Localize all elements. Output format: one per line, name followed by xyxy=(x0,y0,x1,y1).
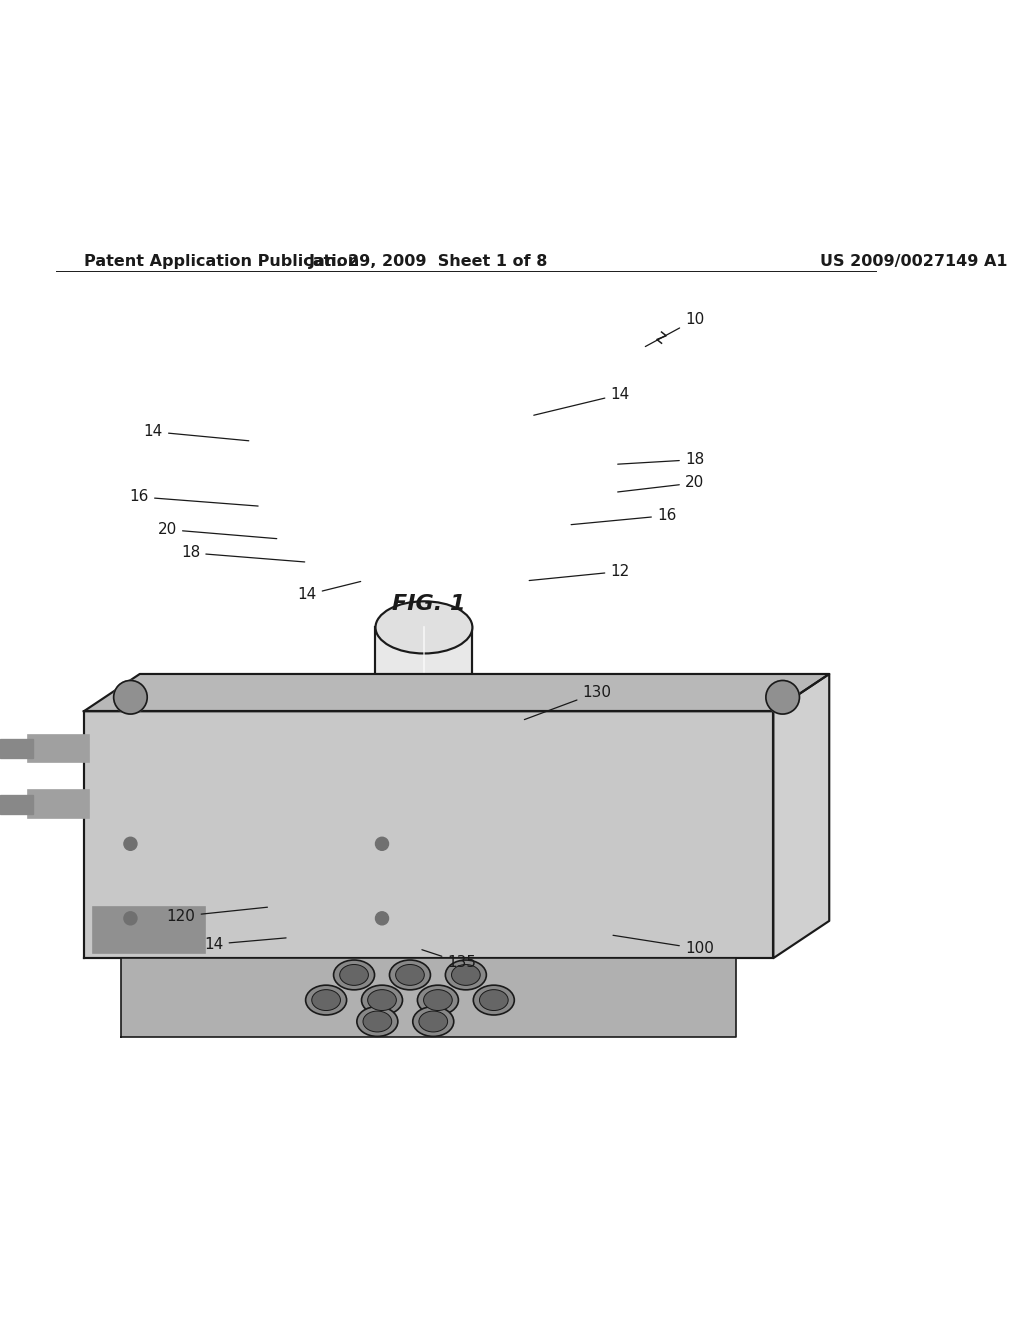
Ellipse shape xyxy=(479,990,508,1011)
Text: 10: 10 xyxy=(645,313,705,347)
Ellipse shape xyxy=(254,874,344,923)
Text: 14: 14 xyxy=(298,582,360,602)
Text: 20: 20 xyxy=(158,521,276,539)
Circle shape xyxy=(114,681,147,714)
Text: FIG. 1: FIG. 1 xyxy=(392,594,465,614)
Text: 130: 130 xyxy=(524,685,611,719)
Ellipse shape xyxy=(368,990,396,1011)
Ellipse shape xyxy=(413,1007,454,1036)
Text: Jan. 29, 2009  Sheet 1 of 8: Jan. 29, 2009 Sheet 1 of 8 xyxy=(309,253,548,269)
Ellipse shape xyxy=(389,960,430,990)
Circle shape xyxy=(124,912,137,925)
Ellipse shape xyxy=(361,985,402,1015)
Ellipse shape xyxy=(473,985,514,1015)
Ellipse shape xyxy=(452,965,480,985)
Ellipse shape xyxy=(395,965,424,985)
Text: 18: 18 xyxy=(617,453,705,467)
Text: 120: 120 xyxy=(167,907,267,924)
Ellipse shape xyxy=(445,960,486,990)
Ellipse shape xyxy=(365,814,483,879)
Ellipse shape xyxy=(264,804,334,841)
Text: Patent Application Publication: Patent Application Publication xyxy=(84,253,359,269)
Text: 12: 12 xyxy=(529,564,630,581)
Ellipse shape xyxy=(356,1007,398,1036)
Text: 14: 14 xyxy=(143,424,249,441)
Text: 16: 16 xyxy=(571,508,676,524)
Ellipse shape xyxy=(376,602,472,653)
Ellipse shape xyxy=(177,725,671,995)
Bar xyxy=(84,711,773,958)
Polygon shape xyxy=(773,675,829,958)
Text: 14: 14 xyxy=(534,387,630,416)
Text: 100: 100 xyxy=(613,936,714,956)
Ellipse shape xyxy=(264,879,334,917)
Text: 135: 135 xyxy=(422,949,476,970)
Ellipse shape xyxy=(379,760,469,808)
Bar xyxy=(28,734,88,763)
Text: 20: 20 xyxy=(617,475,705,492)
Ellipse shape xyxy=(334,960,375,990)
Text: 16: 16 xyxy=(130,490,258,506)
Ellipse shape xyxy=(305,985,346,1015)
Ellipse shape xyxy=(504,797,594,846)
Ellipse shape xyxy=(514,879,584,917)
Ellipse shape xyxy=(254,797,344,846)
Ellipse shape xyxy=(340,965,369,985)
Ellipse shape xyxy=(418,985,459,1015)
Ellipse shape xyxy=(424,990,453,1011)
Circle shape xyxy=(376,837,388,850)
Circle shape xyxy=(376,912,388,925)
Ellipse shape xyxy=(345,804,503,890)
Ellipse shape xyxy=(419,1011,447,1032)
Text: 18: 18 xyxy=(181,545,305,562)
Ellipse shape xyxy=(311,990,340,1011)
Ellipse shape xyxy=(389,766,459,803)
Circle shape xyxy=(124,837,137,850)
Text: FIG. 2: FIG. 2 xyxy=(392,972,465,991)
Polygon shape xyxy=(84,675,829,711)
Bar xyxy=(93,907,205,953)
Bar xyxy=(28,791,88,818)
Circle shape xyxy=(766,681,800,714)
Ellipse shape xyxy=(362,1011,392,1032)
Bar xyxy=(376,627,472,855)
Text: 14: 14 xyxy=(205,937,286,952)
Ellipse shape xyxy=(504,874,594,923)
Bar xyxy=(121,958,736,1038)
Ellipse shape xyxy=(379,912,469,961)
Ellipse shape xyxy=(376,829,472,882)
Ellipse shape xyxy=(514,804,584,841)
Ellipse shape xyxy=(389,917,459,956)
Text: US 2009/0027149 A1: US 2009/0027149 A1 xyxy=(820,253,1008,269)
Bar xyxy=(0,795,33,813)
Bar xyxy=(0,739,33,758)
